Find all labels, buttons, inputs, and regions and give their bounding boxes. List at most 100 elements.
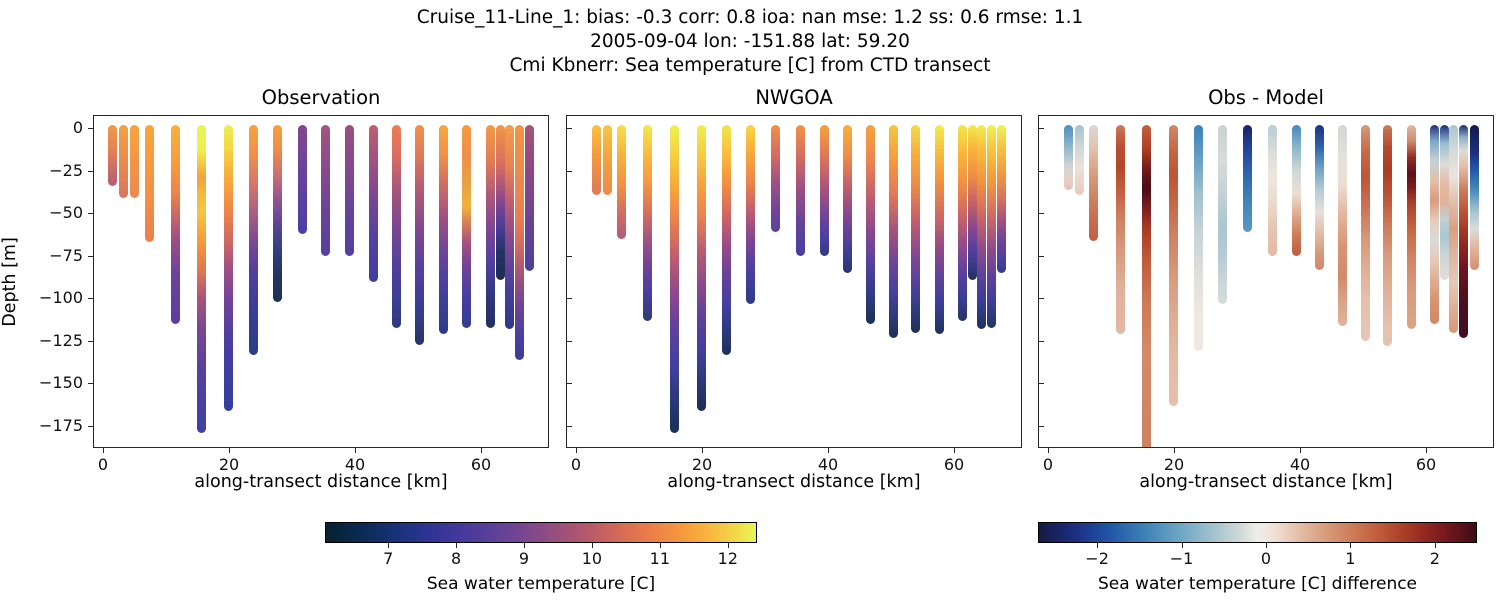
- axes-observation: [93, 115, 549, 448]
- x-tick-label: 0: [1042, 455, 1054, 474]
- x-tick-label: 0: [570, 455, 582, 474]
- y-tick-mark: [567, 128, 572, 129]
- colorbar-tick-label: 2: [1429, 549, 1440, 568]
- cast: [321, 124, 331, 257]
- cast: [297, 124, 307, 234]
- cast: [119, 124, 129, 199]
- colorbar-tick-mark: [1181, 543, 1183, 548]
- cast: [1430, 124, 1440, 325]
- cast: [889, 124, 899, 338]
- x-axis-label-observation: along-transect distance [km]: [194, 472, 448, 492]
- cast: [670, 124, 680, 434]
- y-tick-label: −25: [49, 160, 83, 180]
- cast: [392, 124, 402, 328]
- cast: [1168, 124, 1178, 406]
- colorbar-tick-mark: [591, 543, 593, 548]
- cast: [1267, 124, 1277, 257]
- cast: [1089, 124, 1099, 241]
- y-tick-label: −150: [39, 373, 83, 393]
- y-tick-mark: [567, 340, 572, 342]
- colorbar-tick-label: 1: [1345, 549, 1356, 568]
- cast: [958, 124, 968, 321]
- cast: [1338, 124, 1348, 326]
- x-tick-label: 60: [1415, 455, 1437, 474]
- y-tick-mark: [1039, 255, 1044, 257]
- colorbar-tick-mark: [1265, 543, 1267, 548]
- colorbar-tick-label: 10: [581, 549, 603, 568]
- cast: [796, 124, 806, 257]
- cast: [171, 124, 181, 325]
- cast: [1142, 124, 1152, 447]
- y-tick-mark: [567, 255, 572, 257]
- x-tick-mark: [103, 448, 104, 453]
- y-tick-mark: [88, 383, 93, 385]
- x-axis-label-nwgoa: along-transect distance [km]: [667, 472, 921, 492]
- cast: [272, 124, 282, 303]
- colorbar-tick-label: 11: [649, 549, 671, 568]
- y-tick-label: 0: [72, 118, 83, 137]
- cast: [934, 124, 944, 335]
- y-tick-mark: [1039, 298, 1044, 300]
- cast: [616, 124, 626, 240]
- colorbar-label-difference: Sea water temperature [C] difference: [1097, 574, 1418, 594]
- panel-title-observation: Observation: [261, 86, 381, 109]
- cast: [1242, 124, 1252, 233]
- cast: [1383, 124, 1393, 347]
- cast: [485, 124, 495, 328]
- x-tick-mark: [1300, 448, 1301, 453]
- x-axis-label-difference: along-transect distance [km]: [1139, 472, 1393, 492]
- colorbar-tick-mark: [1097, 543, 1099, 548]
- y-tick-mark: [88, 298, 93, 300]
- y-tick-mark: [567, 213, 572, 215]
- cast: [514, 124, 524, 360]
- cast: [197, 124, 207, 434]
- cast: [842, 124, 852, 274]
- y-tick-mark: [1039, 383, 1044, 385]
- y-tick-mark: [88, 340, 93, 342]
- cast: [495, 124, 505, 280]
- colorbar-tick-label: 0: [1260, 549, 1272, 568]
- y-tick-mark: [1039, 213, 1044, 215]
- x-tick-label: 60: [943, 455, 965, 474]
- cast: [439, 124, 449, 335]
- cast: [820, 124, 830, 257]
- y-tick-mark: [567, 383, 572, 385]
- x-tick-label: 0: [97, 455, 109, 474]
- cast: [1440, 124, 1450, 280]
- x-tick-label: 40: [344, 455, 366, 474]
- cast: [1193, 124, 1203, 352]
- y-tick-label: −75: [49, 245, 83, 265]
- cast: [1116, 124, 1126, 335]
- axes-difference: [1038, 115, 1494, 448]
- colorbar-tick-mark: [1350, 543, 1352, 548]
- colorbar-tick-label: −1: [1169, 549, 1194, 568]
- y-tick-label: −100: [39, 288, 83, 308]
- x-tick-label: 40: [817, 455, 839, 474]
- cast: [602, 124, 612, 195]
- y-tick-mark: [1039, 340, 1044, 342]
- y-tick-label: −175: [39, 416, 83, 435]
- cast: [987, 124, 997, 328]
- x-tick-mark: [481, 448, 482, 453]
- colorbar-tick-label: 12: [717, 549, 738, 568]
- cast: [248, 124, 258, 355]
- x-tick-mark: [1174, 448, 1175, 453]
- axes-nwgoa: [566, 115, 1022, 448]
- x-tick-mark: [1426, 448, 1427, 453]
- y-tick-mark: [88, 128, 93, 129]
- cast: [1361, 124, 1371, 342]
- x-tick-mark: [828, 448, 829, 453]
- cast: [223, 124, 233, 412]
- colorbar-tick-mark: [456, 543, 458, 548]
- cast: [1292, 124, 1302, 257]
- cast: [745, 124, 755, 304]
- cast: [524, 124, 534, 272]
- cast: [1469, 124, 1479, 270]
- colorbar-tick-mark: [727, 543, 729, 548]
- cast: [504, 124, 514, 330]
- cast: [770, 124, 780, 233]
- x-tick-label: 40: [1289, 455, 1311, 474]
- colorbar-tick-mark: [524, 543, 526, 548]
- x-tick-label: 20: [691, 455, 713, 474]
